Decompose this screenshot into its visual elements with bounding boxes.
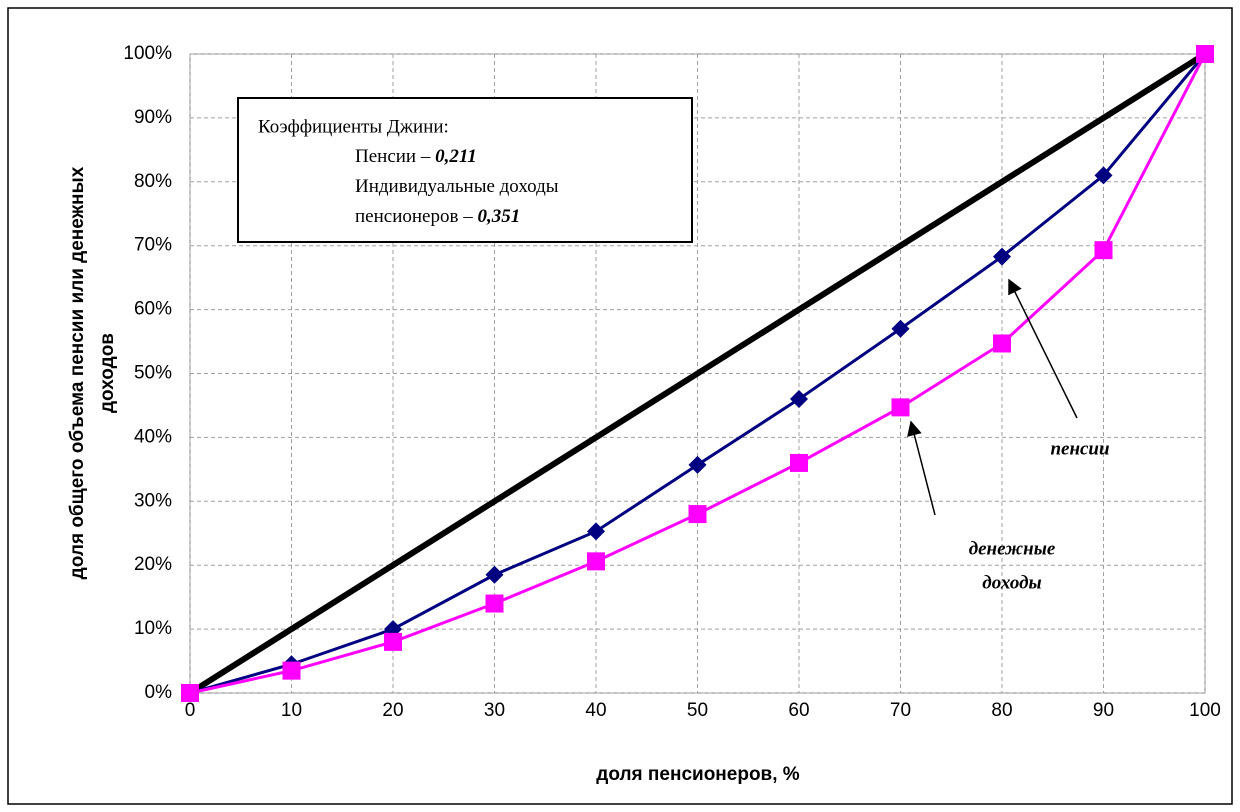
x-tick-label: 70 xyxy=(890,700,911,721)
y-tick-label: 80% xyxy=(134,171,172,192)
x-tick-label: 100 xyxy=(1189,700,1221,721)
x-tick-label: 60 xyxy=(788,700,809,721)
point-marker xyxy=(1094,241,1113,260)
x-axis-label: доля пенсионеров, % xyxy=(596,764,799,785)
x-tick-label: 80 xyxy=(991,700,1012,721)
annotation: денежные xyxy=(969,538,1056,559)
point-marker xyxy=(485,594,504,613)
annotation: пенсии xyxy=(1050,438,1109,459)
point-marker xyxy=(688,455,707,474)
x-tick-label: 0 xyxy=(185,700,196,721)
x-tick-label: 20 xyxy=(382,700,403,721)
info-line: Индивидуальные доходы xyxy=(355,176,559,197)
y-tick-label: 30% xyxy=(134,490,172,511)
point-marker xyxy=(688,505,707,524)
point-marker xyxy=(181,684,199,702)
y-tick-label: 20% xyxy=(134,554,172,575)
info-value: 0,351 xyxy=(477,206,520,227)
point-marker xyxy=(587,552,605,571)
y-tick-label: 60% xyxy=(134,299,172,320)
x-tick-label: 50 xyxy=(687,700,708,721)
x-tick-label: 10 xyxy=(281,700,302,721)
annotation-arrow xyxy=(1008,278,1078,419)
x-tick-label: 30 xyxy=(484,700,505,721)
point-marker xyxy=(790,453,808,472)
annotation-arrow xyxy=(907,420,936,516)
x-tick-label: 90 xyxy=(1093,700,1114,721)
point-marker xyxy=(993,334,1011,353)
y-tick-label: 90% xyxy=(134,107,172,128)
point-marker xyxy=(485,565,504,584)
y-tick-label: 10% xyxy=(134,618,172,639)
point-marker xyxy=(587,522,605,541)
point-marker xyxy=(282,661,301,680)
point-marker xyxy=(891,319,910,338)
y-tick-label: 0% xyxy=(145,682,173,703)
point-marker xyxy=(1196,45,1214,63)
info-title: Коэффициенты Джини: xyxy=(258,116,449,137)
info-line: Пенсии – 0,211 xyxy=(355,146,477,167)
annotation: доходы xyxy=(982,572,1041,593)
info-line: пенсионеров – 0,351 xyxy=(355,206,520,227)
point-marker xyxy=(891,398,910,417)
point-marker xyxy=(790,390,808,409)
x-tick-label: 40 xyxy=(585,700,606,721)
y-axis-label: доля общего объема пенсии или денежных xyxy=(67,166,88,579)
series-line xyxy=(188,51,1207,696)
info-text: Индивидуальные доходы xyxy=(355,176,559,197)
y-tick-label: 40% xyxy=(134,426,172,447)
point-marker xyxy=(1094,166,1113,185)
y-tick-label: 100% xyxy=(123,43,172,64)
info-box xyxy=(237,97,693,243)
point-marker xyxy=(384,632,402,651)
y-tick-label: 50% xyxy=(134,363,172,384)
y-tick-label: 70% xyxy=(134,235,172,256)
info-value: 0,211 xyxy=(435,146,477,167)
info-text: пенсионеров – xyxy=(355,206,477,227)
info-text: Пенсии – xyxy=(355,146,435,167)
point-marker xyxy=(993,247,1011,266)
y-axis-label: доходов xyxy=(97,333,118,413)
